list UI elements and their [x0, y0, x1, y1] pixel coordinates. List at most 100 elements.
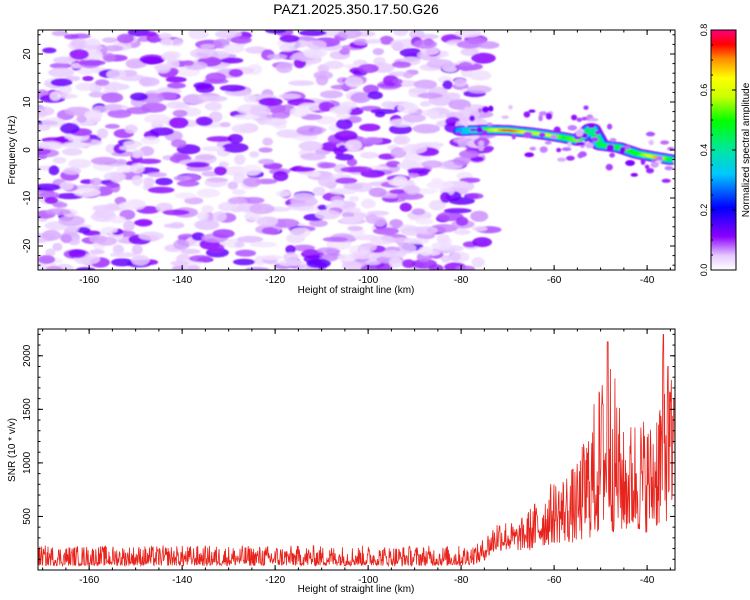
heatmap-cell: [172, 109, 188, 118]
heatmap-cell: [567, 142, 572, 148]
heatmap-cell: [68, 142, 90, 148]
heatmap-cell: [646, 168, 654, 174]
heatmap-cell: [109, 252, 137, 258]
heatmap-cell: [471, 257, 485, 268]
heatmap-cell: [365, 38, 382, 44]
heatmap-cell: [52, 202, 68, 208]
x-tick-label: -160: [79, 575, 99, 586]
heatmap-cell: [149, 127, 174, 136]
heatmap-cell: [118, 202, 133, 210]
heatmap-cell: [344, 76, 364, 88]
heatmap-cell: [173, 239, 190, 250]
heatmap-cell: [369, 235, 396, 245]
heatmap-cell: [232, 189, 246, 196]
heatmap-cell: [455, 265, 476, 270]
heatmap-cell: [386, 160, 401, 168]
heatmap-cell: [550, 134, 558, 139]
snr-y-label: SNR (10 * v/v): [7, 418, 18, 482]
heatmap-cell: [60, 122, 80, 134]
heatmap-cell: [50, 78, 73, 87]
heatmap-cell: [206, 136, 233, 142]
heatmap-cell: [478, 41, 500, 49]
heatmap-cell: [126, 60, 144, 69]
heatmap-cell: [70, 38, 89, 50]
heatmap-cell: [505, 129, 510, 132]
heatmap-cell: [350, 92, 371, 104]
heatmap-cell: [362, 136, 383, 145]
heatmap-cell: [56, 93, 78, 99]
colorbar-tick-label: 0.2: [699, 204, 709, 217]
heatmap-cell: [340, 216, 362, 224]
heatmap-cell: [141, 31, 157, 37]
heatmap-cell: [112, 244, 124, 255]
heatmap-cell: [88, 91, 105, 98]
heatmap-cell: [204, 102, 223, 111]
heatmap-cell: [347, 225, 363, 232]
heatmap-cell: [258, 158, 275, 165]
page-title: PAZ1.2025.350.17.50.G26: [273, 1, 439, 17]
heatmap-cell: [456, 109, 481, 119]
heatmap-cell: [523, 111, 531, 118]
heatmap-cell: [538, 132, 546, 138]
heatmap-cell: [244, 211, 261, 221]
heatmap-cell: [590, 129, 595, 132]
heatmap-cell: [415, 217, 434, 225]
heatmap-cell: [588, 118, 599, 122]
heatmap-cell: [597, 142, 602, 145]
heatmap-cell: [228, 68, 244, 78]
heatmap-cell: [289, 227, 311, 238]
heatmap-cell: [84, 45, 103, 51]
y-tick-label: 0: [22, 147, 33, 153]
heatmap-cell: [45, 208, 71, 215]
heatmap-cell: [219, 122, 231, 128]
heatmap-cell: [403, 238, 430, 245]
heatmap-cell: [205, 72, 227, 83]
heatmap-cell: [69, 49, 89, 60]
heatmap-cell: [261, 227, 279, 235]
heatmap-cell: [214, 166, 227, 176]
x-tick-label: -140: [172, 275, 192, 286]
heatmap-cell: [340, 166, 366, 173]
heatmap-cell: [494, 129, 498, 132]
heatmap-cell: [155, 177, 173, 186]
heatmap-cell: [557, 157, 567, 162]
heatmap-cell: [339, 48, 350, 55]
heatmap-cell: [379, 250, 407, 259]
heatmap-cell: [607, 123, 613, 130]
heatmap-cell: [309, 219, 328, 227]
heatmap-cell: [38, 255, 56, 264]
heatmap-cell: [89, 249, 105, 255]
colorbar: 0.0 0.2 0.4 0.6 0.8 Normalized spectral ampl…: [699, 24, 750, 277]
heatmap-cell: [661, 178, 671, 183]
heatmap-cell: [243, 93, 257, 103]
heatmap-cell: [578, 151, 587, 158]
heatmap-cell: [453, 229, 471, 235]
heatmap-cell: [567, 125, 578, 131]
heatmap-cell: [664, 166, 674, 171]
heatmap-cell: [428, 199, 446, 211]
heatmap-cell: [344, 139, 363, 151]
snr-x-axis: -160 -140 -120 -100 -80 -60 -40: [42, 329, 671, 586]
heatmap-cell: [230, 36, 252, 44]
heatmap-cell: [285, 245, 296, 254]
heatmap-cell: [155, 63, 171, 74]
spectrogram-x-label: Height of straight line (km): [298, 285, 415, 296]
heatmap-cell: [242, 197, 265, 204]
heatmap-cell: [131, 254, 150, 266]
heatmap-cell: [104, 103, 123, 111]
heatmap-cell: [272, 170, 289, 182]
heatmap-cell: [303, 249, 317, 255]
x-tick-label: -40: [640, 575, 655, 586]
heatmap-cell: [147, 186, 175, 194]
y-tick-label: -10: [22, 190, 33, 205]
heatmap-cell: [418, 246, 433, 256]
heatmap-cell: [135, 158, 162, 164]
heatmap-cell: [161, 52, 178, 61]
heatmap-cell: [228, 198, 248, 205]
heatmap-cell: [502, 129, 507, 132]
heatmap-cell: [41, 117, 66, 128]
heatmap-cell: [49, 91, 62, 101]
heatmap-cell: [235, 249, 256, 257]
heatmap-cell: [130, 163, 145, 174]
